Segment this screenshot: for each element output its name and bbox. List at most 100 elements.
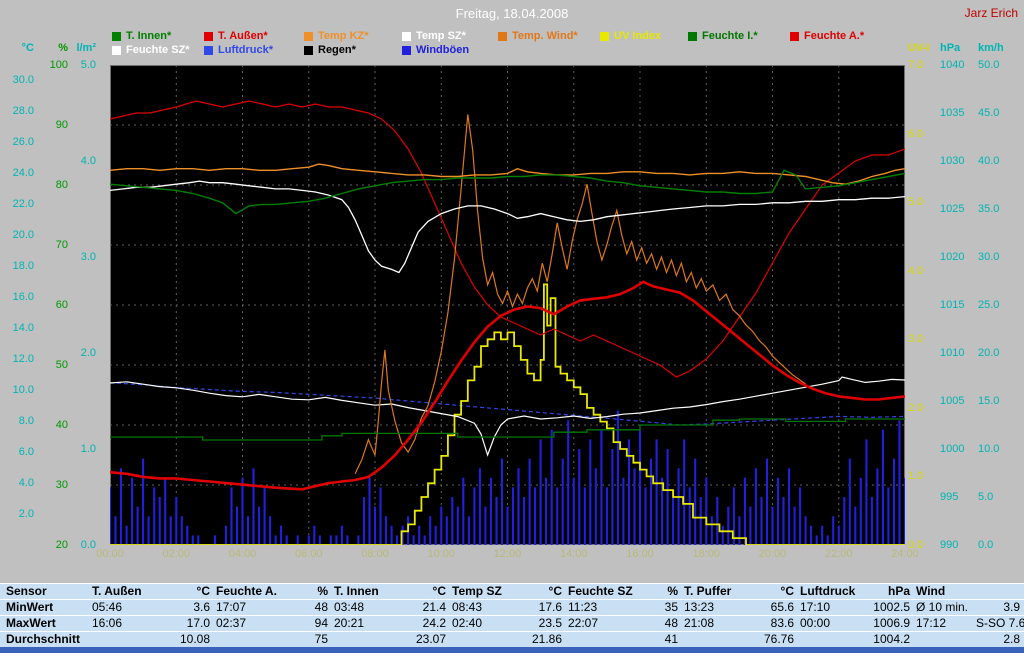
table-cell-time bbox=[798, 632, 866, 647]
axis-tick-label: 100 bbox=[49, 59, 68, 71]
legend-item[interactable]: Luftdruck* bbox=[204, 43, 304, 57]
x-axis-tick-label: 16:00 bbox=[626, 548, 654, 560]
axis-tick-label: 5.0 bbox=[978, 491, 994, 503]
axis-tick-label: 18.0 bbox=[12, 260, 34, 273]
table-cell-value: 3.6 bbox=[193, 600, 210, 614]
table-col-header: Luftdruck bbox=[800, 584, 856, 598]
table-cell-value: 23.5 bbox=[538, 616, 562, 630]
table-col-header: T. Außen bbox=[92, 584, 142, 598]
table-cell-value: 23.07 bbox=[415, 632, 446, 646]
series-temp_wind bbox=[354, 114, 806, 475]
axis-unit-label: UV-I bbox=[908, 42, 930, 54]
series-feuchte_sz bbox=[110, 376, 905, 457]
legend-item[interactable]: UV Index bbox=[600, 29, 688, 43]
axis-tick-label: 0.0 bbox=[908, 539, 924, 551]
table-cell-value: 48 bbox=[314, 600, 328, 614]
table-cell-time: 00:00 bbox=[800, 616, 831, 630]
table-cell-value: S-SO 7.6 bbox=[976, 616, 1024, 630]
axis-tick-label: 1035 bbox=[940, 107, 965, 119]
axis-tick-label: 3.0 bbox=[80, 251, 96, 263]
legend-label: T. Außen* bbox=[218, 30, 268, 42]
table-row: MinWert 05:46 3.6 17:07 48 03:48 21.4 08:43 17.6… bbox=[0, 600, 1024, 616]
legend-marker-icon bbox=[304, 45, 313, 55]
legend-marker-icon bbox=[112, 31, 121, 41]
series-uv_index bbox=[110, 283, 905, 545]
table-cell-time bbox=[566, 632, 634, 647]
table-cell-time: 13:23 bbox=[684, 600, 715, 614]
axis-tick-label: 6.0 bbox=[18, 446, 34, 459]
legend-item[interactable]: Temp SZ* bbox=[402, 29, 498, 43]
axis-tick-label: 1005 bbox=[940, 395, 965, 407]
table-row-label: MaxWert bbox=[6, 616, 56, 630]
legend-item[interactable]: Feuchte I.* bbox=[688, 29, 790, 43]
table-col-unit: hPa bbox=[887, 584, 910, 598]
table-col-header: Feuchte A. bbox=[216, 584, 277, 598]
table-cell-value: 65.6 bbox=[770, 600, 794, 614]
table-col-header: Wind bbox=[916, 584, 946, 598]
legend-item[interactable]: T. Innen* bbox=[112, 29, 204, 43]
legend-marker-icon bbox=[790, 31, 799, 41]
x-axis-tick-label: 24:00 bbox=[891, 548, 919, 560]
table-cell-value: 10.08 bbox=[179, 632, 210, 646]
series-temp_sz bbox=[110, 180, 905, 274]
legend-item[interactable]: Windböen bbox=[402, 43, 498, 57]
axis-tick-label: 1030 bbox=[940, 155, 965, 167]
legend-label: Temp. Wind* bbox=[512, 30, 578, 42]
axis-tick-label: 2.0 bbox=[80, 347, 96, 359]
table-cell-time: 17:07 bbox=[216, 600, 247, 614]
axis-tick-label: 12.0 bbox=[12, 353, 34, 366]
table-cell-value: 2.8 bbox=[1003, 632, 1020, 646]
legend-marker-icon bbox=[498, 31, 507, 41]
table-cell-value: 83.6 bbox=[770, 616, 794, 630]
legend-item[interactable]: Feuchte SZ* bbox=[112, 43, 204, 57]
table-cell-time: 20:21 bbox=[334, 616, 365, 630]
legend-marker-icon bbox=[204, 45, 213, 55]
x-axis-tick-label: 04:00 bbox=[228, 548, 257, 560]
legend-item[interactable]: T. Außen* bbox=[204, 29, 304, 43]
axis-tick-label: 45.0 bbox=[978, 107, 1000, 119]
axis-tick-label: 2.0 bbox=[908, 401, 924, 414]
legend-label: Feuchte A.* bbox=[804, 30, 865, 42]
axis-unit-label: °C bbox=[21, 42, 34, 54]
table-col-unit: °C bbox=[780, 584, 794, 598]
chart-plot-area[interactable] bbox=[110, 65, 905, 545]
table-row-label: Durchschnitt bbox=[6, 632, 81, 646]
x-axis-tick-label: 10:00 bbox=[427, 548, 456, 560]
axis-tick-label: 25.0 bbox=[978, 299, 1000, 311]
axis-tick-label: 80 bbox=[55, 179, 68, 191]
legend-item[interactable]: Temp KZ* bbox=[304, 29, 402, 43]
x-axis-tick-label: 14:00 bbox=[559, 548, 588, 560]
axis-tick-label: 4.0 bbox=[18, 477, 34, 490]
axis-tick-label: 30.0 bbox=[12, 74, 34, 87]
axis-tick-label: 10.0 bbox=[978, 443, 1000, 455]
table-cell-value: 17.0 bbox=[186, 616, 210, 630]
axis-tick-label: 20 bbox=[55, 539, 68, 551]
table-cell-time bbox=[214, 632, 284, 647]
table-cell-time bbox=[450, 632, 518, 647]
table-cell-value: 1006.9 bbox=[873, 616, 910, 630]
legend-label: Feuchte SZ* bbox=[126, 44, 190, 56]
legend-marker-icon bbox=[600, 31, 609, 41]
x-axis-tick-label: 02:00 bbox=[162, 548, 191, 560]
axis-tick-label: 3.0 bbox=[908, 333, 924, 346]
legend-item[interactable]: Feuchte A.* bbox=[790, 29, 890, 43]
axis-tick-label: 24.0 bbox=[12, 167, 34, 180]
table-cell-value: 76.76 bbox=[763, 632, 794, 646]
series-temp_kz bbox=[110, 163, 905, 185]
axis-unit-label: km/h bbox=[978, 42, 1004, 54]
table-col-unit: % bbox=[317, 584, 328, 598]
axis-tick-label: 14.0 bbox=[12, 322, 34, 335]
legend-item[interactable]: Regen* bbox=[304, 43, 402, 57]
table-cell-value: 21.4 bbox=[422, 600, 446, 614]
legend-item[interactable]: Temp. Wind* bbox=[498, 29, 600, 43]
table-cell-value: 24.2 bbox=[422, 616, 446, 630]
axis-tick-label: 1.0 bbox=[908, 470, 924, 483]
axis-tick-label: 50 bbox=[55, 359, 68, 371]
table-cell-time bbox=[90, 632, 166, 647]
legend-row: Feuchte SZ* Luftdruck* Regen* Windböen bbox=[112, 43, 912, 57]
table-col-header: Temp SZ bbox=[452, 584, 502, 598]
x-axis-tick-label: 20:00 bbox=[758, 548, 787, 560]
table-cell-time: Ø 10 min. bbox=[916, 600, 969, 614]
axis-tick-label: 35.0 bbox=[978, 203, 1000, 215]
